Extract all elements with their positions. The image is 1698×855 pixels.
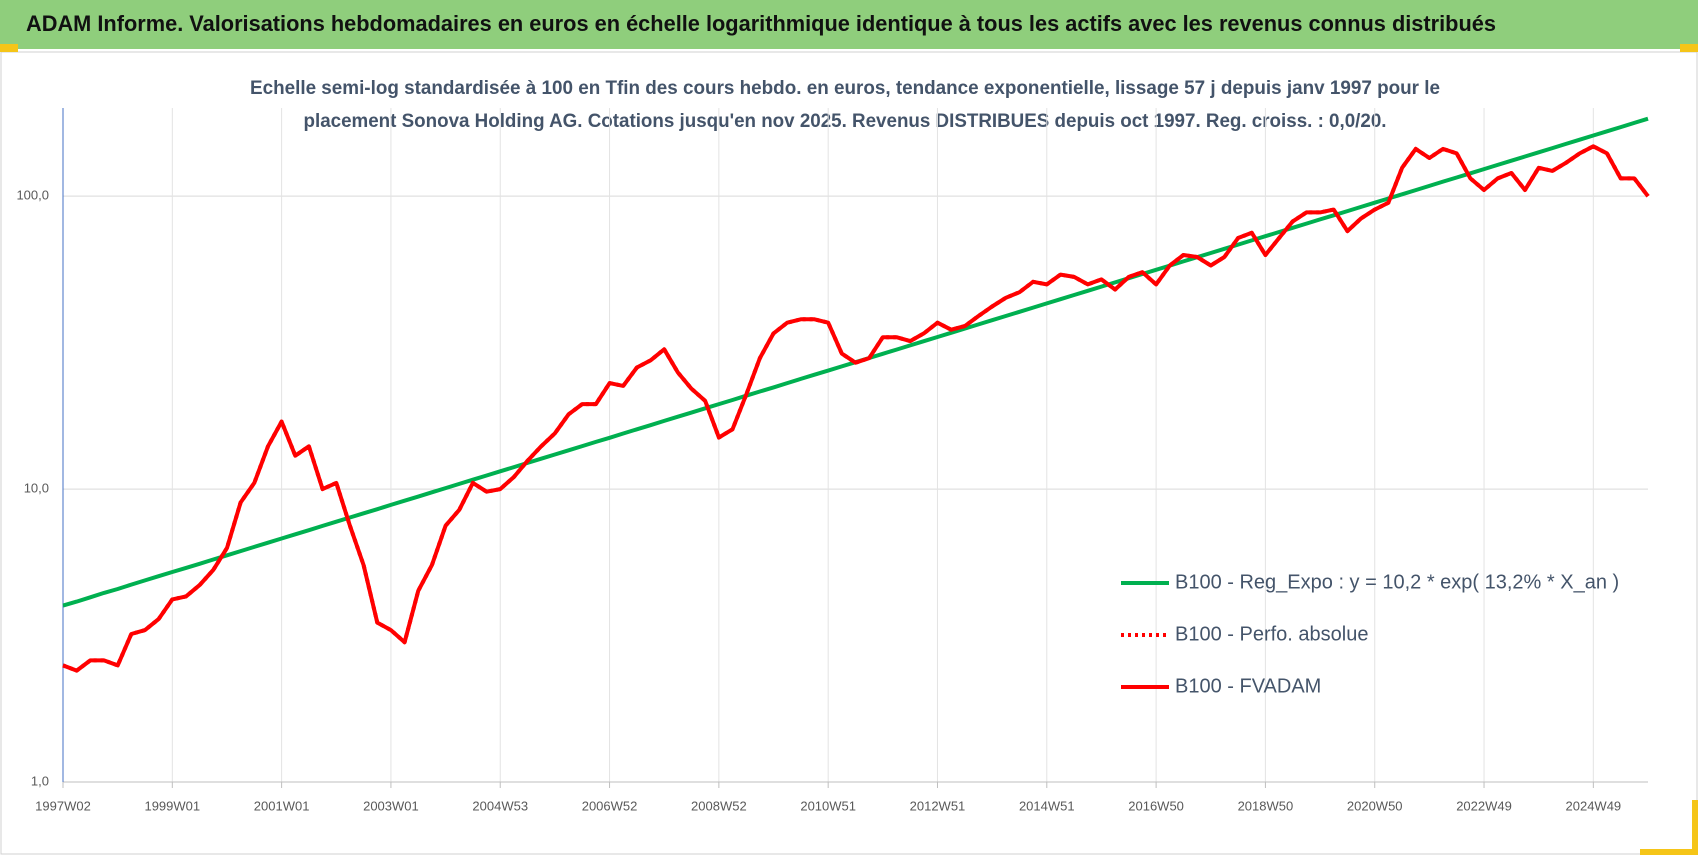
x-tick-label: 2016W50 — [1128, 798, 1184, 813]
corner-mark — [1692, 800, 1698, 855]
x-tick-label: 2012W51 — [910, 798, 966, 813]
x-tick-label: 2024W49 — [1566, 798, 1622, 813]
corner-mark — [1680, 44, 1698, 52]
legend-label: B100 - Reg_Expo : y = 10,2 * exp( 13,2% … — [1175, 571, 1619, 593]
y-tick-label: 1,0 — [31, 773, 49, 788]
y-tick-label: 10,0 — [24, 481, 49, 496]
series-line — [62, 144, 1650, 673]
x-tick-label: 2008W52 — [691, 798, 747, 813]
y-tick-label: 100,0 — [16, 188, 49, 203]
x-tick-label: 2003W01 — [363, 798, 419, 813]
x-tick-label: 2001W01 — [254, 798, 310, 813]
x-tick-label: 1997W02 — [35, 798, 91, 813]
x-tick-label: 2020W50 — [1347, 798, 1403, 813]
legend-label: B100 - Perfo. absolue — [1175, 623, 1368, 645]
x-tick-label: 2006W52 — [582, 798, 638, 813]
header-band — [0, 0, 1698, 49]
x-tick-label: 2022W49 — [1456, 798, 1512, 813]
corner-mark — [1640, 849, 1698, 855]
header-title: ADAM Informe. Valorisations hebdomadaire… — [26, 11, 1496, 36]
x-tick-label: 2004W53 — [472, 798, 528, 813]
chart-frame — [0, 51, 1698, 855]
x-tick-label: 2014W51 — [1019, 798, 1075, 813]
chart-title: placement Sonova Holding AG. Cotations j… — [304, 111, 1387, 132]
x-tick-label: 1999W01 — [144, 798, 200, 813]
x-tick-label: 2018W50 — [1238, 798, 1294, 813]
x-tick-label: 2010W51 — [800, 798, 856, 813]
chart-title: Echelle semi-log standardisée à 100 en T… — [250, 78, 1440, 99]
corner-mark — [0, 44, 18, 52]
legend-label: B100 - FVADAM — [1175, 675, 1321, 697]
